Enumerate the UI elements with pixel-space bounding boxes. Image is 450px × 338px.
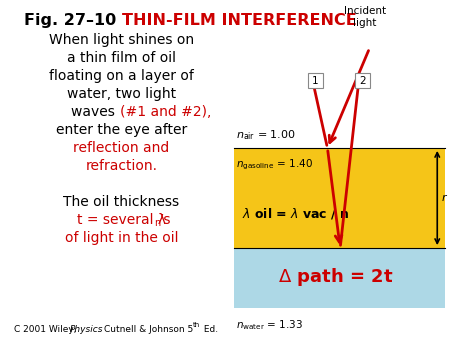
Text: Fig. 27–10: Fig. 27–10 — [24, 13, 122, 28]
Text: Incident
light: Incident light — [344, 6, 386, 28]
Text: water, two light: water, two light — [67, 87, 176, 101]
Text: th: th — [193, 322, 200, 328]
Text: Cutnell & Johnson 5: Cutnell & Johnson 5 — [104, 325, 193, 334]
Text: THIN-FILM INTERFERENCE: THIN-FILM INTERFERENCE — [122, 13, 356, 28]
Text: a thin film of oil: a thin film of oil — [67, 51, 176, 65]
Text: r: r — [441, 193, 446, 203]
Text: $n_{\mathrm{air}}$ = 1.00: $n_{\mathrm{air}}$ = 1.00 — [236, 128, 296, 142]
Text: n: n — [154, 218, 160, 228]
Text: t = several λ: t = several λ — [77, 213, 166, 227]
Text: ’s: ’s — [160, 213, 171, 227]
Text: of light in the oil: of light in the oil — [65, 231, 178, 245]
Text: 1: 1 — [312, 75, 319, 86]
Text: 2: 2 — [359, 75, 365, 86]
Text: enter the eye after: enter the eye after — [56, 123, 187, 137]
Text: $n_{\mathrm{water}}$ = 1.33: $n_{\mathrm{water}}$ = 1.33 — [236, 318, 303, 332]
Text: $\lambda$ oil = $\lambda$ vac / n: $\lambda$ oil = $\lambda$ vac / n — [242, 206, 350, 221]
Text: refraction.: refraction. — [86, 159, 158, 173]
Text: waves: waves — [71, 105, 120, 119]
Text: (#1 and #2),: (#1 and #2), — [120, 105, 211, 119]
Text: reflection and: reflection and — [73, 141, 170, 155]
Text: Ed.: Ed. — [201, 325, 218, 334]
Text: The oil thickness: The oil thickness — [63, 195, 180, 209]
Text: When light shines on: When light shines on — [49, 33, 194, 47]
Text: $\Delta$ path = 2t: $\Delta$ path = 2t — [279, 266, 394, 288]
Bar — [234, 148, 445, 248]
Text: Physics: Physics — [70, 325, 103, 334]
Bar — [308, 73, 323, 88]
Text: C 2001 Wiley,: C 2001 Wiley, — [14, 325, 79, 334]
Text: $n_{\mathrm{gasoline}}$ = 1.40: $n_{\mathrm{gasoline}}$ = 1.40 — [236, 158, 313, 172]
Bar — [234, 248, 445, 308]
Bar — [355, 73, 369, 88]
Text: floating on a layer of: floating on a layer of — [49, 69, 194, 83]
